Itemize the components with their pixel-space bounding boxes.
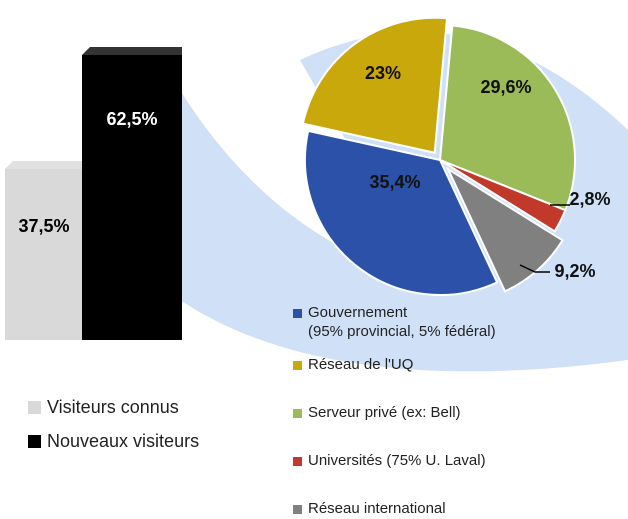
legend-item: Universités (75% U. Laval)	[293, 452, 486, 471]
legend-label: Universités (75% U. Laval)	[308, 452, 486, 471]
legend-item: Visiteurs connus	[28, 396, 179, 419]
bar-top	[82, 47, 182, 55]
legend-swatch	[293, 309, 302, 318]
legend-label: Gouvernement (95% provincial, 5% fédéral…	[308, 304, 496, 342]
pie-slice	[303, 18, 447, 153]
legend-swatch	[293, 361, 302, 370]
legend-item: Gouvernement (95% provincial, 5% fédéral…	[293, 304, 496, 342]
value-label: 2,8%	[569, 189, 610, 209]
legend-item: Réseau de l'UQ	[293, 356, 413, 375]
legend-swatch	[293, 409, 302, 418]
value-label: 37,5%	[18, 216, 69, 236]
value-label: 23%	[365, 63, 401, 83]
value-label: 35,4%	[369, 172, 420, 192]
legend-swatch	[28, 401, 41, 414]
legend-label: Réseau international	[308, 500, 446, 519]
legend-item: Nouveaux visiteurs	[28, 430, 199, 453]
legend-label: Réseau de l'UQ	[308, 356, 413, 375]
value-label: 29,6%	[480, 77, 531, 97]
legend-label: Visiteurs connus	[47, 396, 179, 419]
bar-top	[5, 161, 83, 169]
bar	[5, 169, 83, 340]
legend-swatch	[28, 435, 41, 448]
legend-item: Réseau international	[293, 500, 446, 519]
legend-item: Serveur privé (ex: Bell)	[293, 404, 461, 423]
legend-swatch	[293, 505, 302, 514]
legend-swatch	[293, 457, 302, 466]
legend-label: Serveur privé (ex: Bell)	[308, 404, 461, 423]
bar	[82, 55, 182, 340]
value-label: 62,5%	[106, 109, 157, 129]
legend-label: Nouveaux visiteurs	[47, 430, 199, 453]
page: {"chart_data": [ {"type": "bar", "catego…	[0, 0, 628, 517]
value-label: 9,2%	[554, 261, 595, 281]
